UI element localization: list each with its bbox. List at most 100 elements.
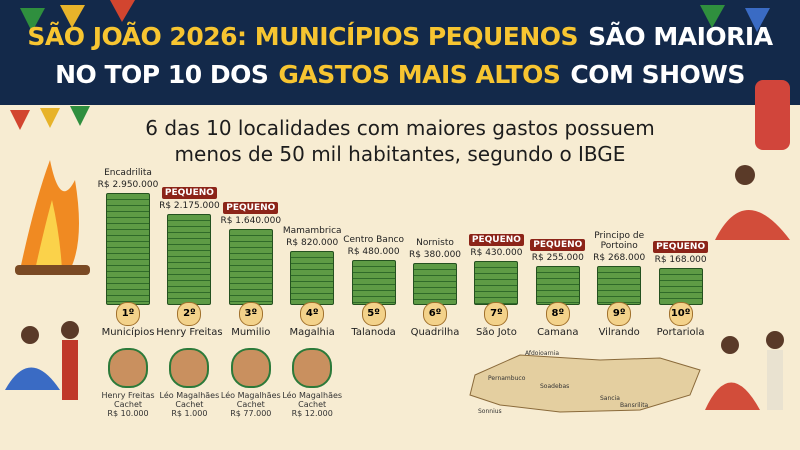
dancer [705,382,760,410]
artist-fee-label: Cachet [113,400,142,409]
place-label: Municípios [101,327,155,338]
lantern [755,80,790,150]
money-stack [228,228,273,305]
title-part: GASTOS MAIS ALTOS [278,60,561,89]
artist-fee: R$ 1.000 [171,409,208,418]
map-label: Soadebas [540,383,570,390]
rank: 6º [423,302,447,326]
value-label: R$ 820.000 [286,237,339,248]
value-label: R$ 380.000 [408,249,462,260]
place-label: Henry Freitas [156,327,223,338]
place-label: São Joto [475,327,517,338]
dancer [735,165,755,185]
column: PEQUENO R$ 430.000 [461,234,531,305]
map [469,354,701,413]
flag [60,5,85,28]
place-label: Quadrilha [410,327,460,338]
value-label: R$ 2.175.000 [159,201,220,212]
place-name: Mamambrica [282,225,342,236]
title-line: NO TOP 10 DOS GASTOS MAIS ALTOS COM SHOWS [0,60,800,89]
rank: 10º [668,302,693,326]
rank: 3º [238,302,263,326]
value-label: R$ 1.640.000 [220,215,282,226]
artist-photo [230,348,271,388]
artist-name: Léo Magalhães [220,391,281,400]
place-name: Principo de Portoino [594,230,645,251]
map-label: Sonnius [478,408,502,415]
money-stack [106,193,150,305]
place-label: Vilrando [598,327,640,338]
place-label: Mumilio [231,327,271,338]
artist: Léo Magalhães Cachet R$ 77.000 [216,348,286,418]
place-label: Talanoda [351,327,396,338]
place-name: Encadrilita [104,168,152,178]
artist-fee: R$ 77.000 [230,409,272,418]
artist-fee: R$ 10.000 [107,409,149,418]
badge: PEQUENO [653,241,709,254]
dancer [5,367,60,390]
dancer [721,336,739,354]
artist-fee: R$ 12.000 [291,409,333,418]
flag [70,106,90,126]
column: Centro Banco R$ 480.000 [339,235,409,305]
map-label: Bansrilita [620,402,649,409]
flag [110,0,135,22]
value-label: R$ 268.000 [593,252,646,263]
artist-name: Henry Freitas [101,391,155,400]
rank: 7º [484,302,509,326]
place-name: Centro Banco [343,234,404,245]
column: Mamambrica R$ 820.000 [277,226,347,305]
column: PEQUENO R$ 255.000 [523,239,593,305]
artist-name: Léo Magalhães [282,391,343,400]
flag [745,8,770,32]
rank: 4º [300,302,325,326]
title-line: SÃO JOÃO 2026: MUNICÍPIOS PEQUENOS SÃO MA… [0,22,800,51]
money-stack [351,259,396,305]
badge: PEQUENO [468,234,524,247]
money-stack [658,268,703,305]
column: PEQUENO R$ 168.000 [646,241,716,305]
title-part: SÃO JOÃO 2026: MUNICÍPIOS PEQUENOS [27,22,579,51]
column: PEQUENO R$ 1.640.000 [216,201,286,305]
title-part: NO TOP 10 DOS [55,60,269,89]
dancer [715,210,790,240]
flag [700,5,725,28]
badge: PEQUENO [223,201,279,214]
dancer [62,340,78,400]
dancer [767,350,783,410]
column: Principo de Portoino R$ 268.000 [584,231,654,305]
money-stack [413,262,457,305]
logs [15,265,90,275]
artist: Léo Magalhães Cachet R$ 1.000 [154,348,224,418]
column: PEQUENO R$ 2.175.000 [154,187,224,305]
place-label: Camana [537,327,579,338]
value-label: R$ 480.000 [347,246,400,257]
dancer [766,331,784,349]
artist-photo [108,348,148,388]
badge: PEQUENO [530,239,586,252]
money-stack [290,250,335,305]
place-label: Magalhia [289,327,335,338]
title-part: SÃO MAIORIA [588,22,773,51]
artist-fee-label: Cachet [175,400,204,409]
artist-photo [169,348,210,388]
map-label: Pernambuco [488,375,526,382]
artist: Henry Freitas Cachet R$ 10.000 [93,348,163,418]
artist-name: Léo Magalhães [159,391,220,400]
badge: PEQUENO [161,187,217,200]
rank: 1º [116,302,140,326]
value-label: R$ 430.000 [470,248,523,259]
artist-fee-label: Cachet [236,400,265,409]
artist: Léo Magalhães Cachet R$ 12.000 [277,348,347,418]
map-label: Afdoioarnia [525,350,560,357]
artist-fee-label: Cachet [298,400,327,409]
flag [40,108,60,128]
dancer [21,326,39,344]
money-stack [535,266,580,305]
place-label: Portariola [656,327,705,338]
rank: 9º [607,302,632,326]
map-label: Sancia [600,395,620,402]
flag [20,8,45,32]
money-stack [474,261,519,305]
